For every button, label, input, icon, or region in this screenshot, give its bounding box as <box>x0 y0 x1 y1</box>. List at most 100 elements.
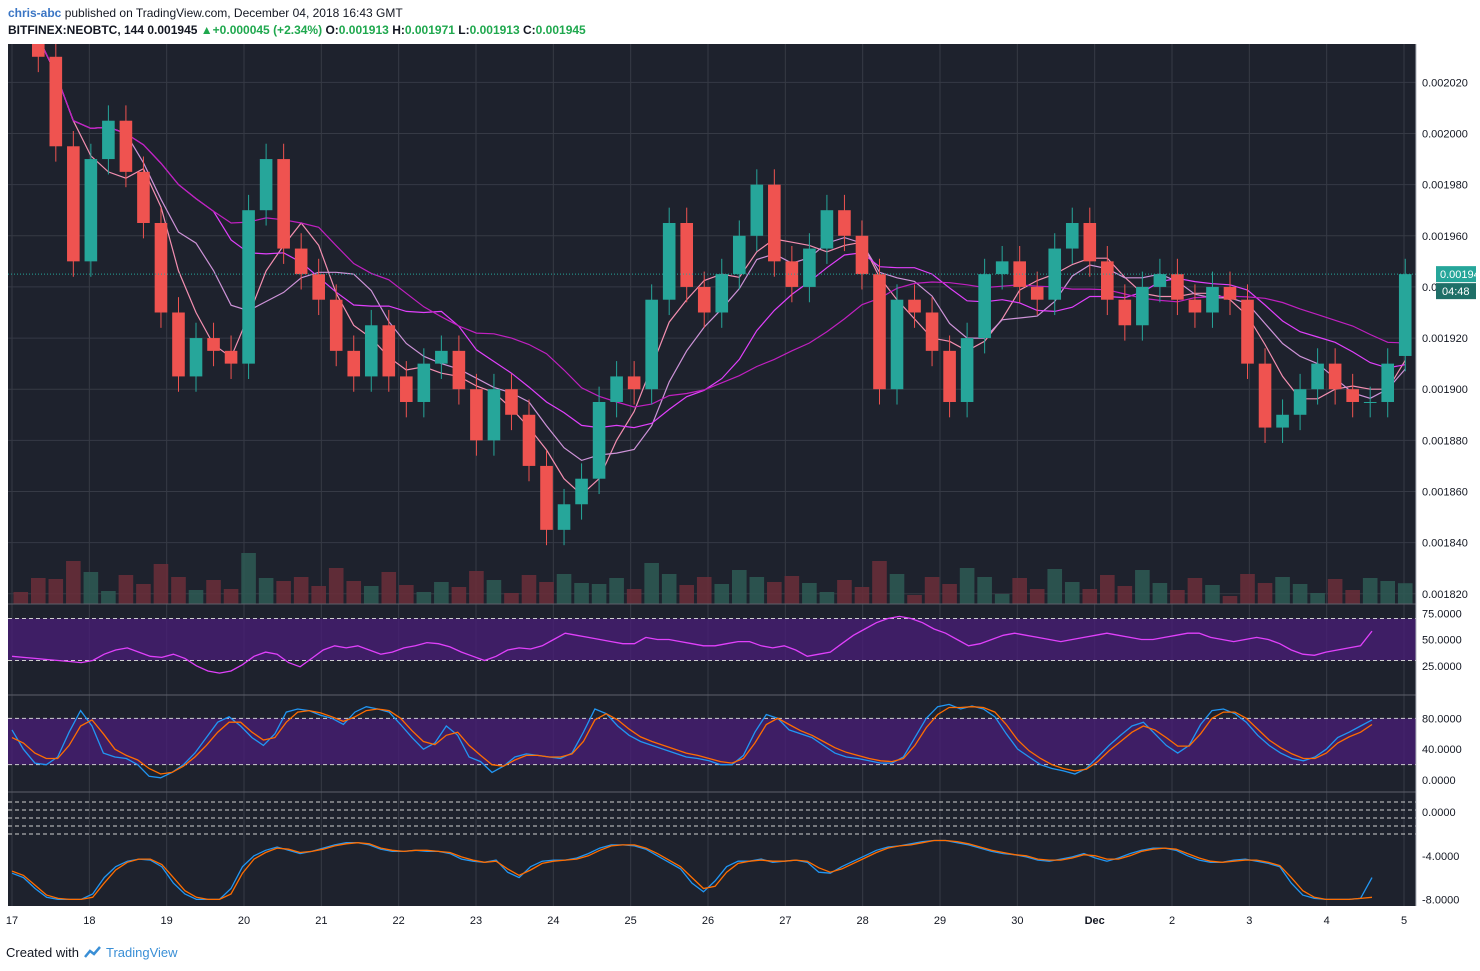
low-label: L: <box>458 23 470 37</box>
time-axis-label: 17 <box>6 915 18 927</box>
symbol-label: BITFINEX:NEOBTC, 144 <box>8 23 145 37</box>
volume-bar <box>1275 577 1290 604</box>
candle-body <box>1293 389 1307 415</box>
volume-bar <box>749 577 765 604</box>
volume-bar <box>241 553 256 604</box>
candle-body <box>294 248 308 275</box>
volume-bar <box>1082 589 1098 604</box>
volume-bar <box>1257 583 1273 604</box>
time-axis-label: 18 <box>83 915 95 927</box>
volume-bar <box>293 577 309 604</box>
candle-body <box>803 248 816 287</box>
volume-bar <box>328 568 344 604</box>
volume-bar <box>959 568 975 604</box>
volume-bar <box>1064 582 1080 604</box>
created-with-text: Created with <box>6 945 79 960</box>
volume-bar <box>1170 590 1185 604</box>
volume-bar <box>591 584 607 604</box>
osc-axis-label: -4.0000 <box>1422 851 1459 863</box>
candle-body <box>277 159 290 249</box>
volume-bar <box>153 564 169 604</box>
volume-bar <box>802 583 817 604</box>
volume-bars <box>13 553 1413 604</box>
candle-body <box>102 120 115 160</box>
volume-bar <box>661 574 677 604</box>
author-link[interactable]: chris-abc <box>8 6 62 20</box>
candle-body <box>1101 261 1114 300</box>
candle-body <box>452 350 466 390</box>
candle-body <box>189 338 203 377</box>
volume-bar <box>1117 586 1133 604</box>
candle-body <box>487 389 501 441</box>
candle-body <box>768 184 781 262</box>
price-axis-label: 0.001880 <box>1422 435 1468 447</box>
rsi-line <box>11 615 1373 674</box>
candle-body <box>995 261 1009 275</box>
volume-bar <box>907 595 922 604</box>
candle-body <box>1136 286 1149 326</box>
open-value: 0.001913 <box>338 23 389 37</box>
volume-bar <box>504 593 519 604</box>
volume-bar <box>136 584 151 604</box>
candle-body <box>119 120 133 172</box>
volume-bar <box>872 561 887 604</box>
volume-bar <box>644 563 659 604</box>
candle-body <box>417 363 431 402</box>
candle-body <box>1206 286 1219 313</box>
stoch-axis-label: 0.0000 <box>1422 775 1456 787</box>
volume-bar <box>206 580 221 604</box>
candle-body <box>925 312 939 351</box>
candle-body <box>259 159 273 211</box>
rsi-axis-label: 50.0000 <box>1422 635 1462 647</box>
candle-body <box>680 222 694 287</box>
volume-bar <box>854 587 870 604</box>
candle-body <box>49 56 63 147</box>
candle-body <box>1328 363 1342 390</box>
countdown-tag <box>1436 283 1476 300</box>
price-axis-label: 0.002000 <box>1422 128 1468 140</box>
volume-bar <box>1362 578 1378 604</box>
candle-body <box>207 338 220 351</box>
candle-body <box>31 44 45 57</box>
candle-body <box>873 274 886 390</box>
volume-bar <box>714 584 730 604</box>
volume-bar <box>118 575 134 604</box>
chart-canvas[interactable]: 0.0020200.0020000.0019800.0019600.001940… <box>0 44 1480 935</box>
volume-bar <box>942 584 957 604</box>
volume-bar <box>1222 596 1238 604</box>
osc-line <box>11 839 1373 901</box>
time-axis-label: 3 <box>1246 915 1252 927</box>
volume-bar <box>626 589 642 604</box>
tradingview-brand[interactable]: TradingView <box>106 945 178 960</box>
last-price-tag <box>1436 266 1476 283</box>
countdown-label: 04:48 <box>1442 286 1470 298</box>
low-value: 0.001913 <box>469 23 520 37</box>
candle-body <box>732 235 746 275</box>
time-axis-label: 2 <box>1169 915 1175 927</box>
volume-bar <box>767 582 782 604</box>
volume-bar <box>977 577 992 604</box>
volume-bar <box>521 575 537 604</box>
publish-line: chris-abc published on TradingView.com, … <box>8 6 403 20</box>
candle-body <box>697 286 711 313</box>
close-value: 0.001945 <box>535 23 586 37</box>
candle-body <box>505 389 518 415</box>
candle-body <box>1118 299 1132 326</box>
candle-body <box>1083 222 1097 262</box>
candle-body <box>1223 286 1237 300</box>
volume-bar <box>679 585 695 604</box>
close-label: C: <box>523 23 536 37</box>
candle-body <box>908 299 921 313</box>
volume-bar <box>469 571 484 604</box>
candle-body <box>364 325 378 377</box>
last-price: 0.001945 <box>147 23 198 37</box>
price-axis-label: 0.001920 <box>1422 333 1468 345</box>
time-axis-label: 24 <box>547 915 559 927</box>
osc-axis-label: 0.0000 <box>1422 807 1456 819</box>
volume-bar <box>696 577 712 604</box>
volume-bar <box>539 582 554 604</box>
volume-bar <box>994 594 1010 604</box>
volume-bar <box>346 581 362 604</box>
candle-body <box>1065 222 1079 249</box>
volume-bar <box>889 574 905 604</box>
